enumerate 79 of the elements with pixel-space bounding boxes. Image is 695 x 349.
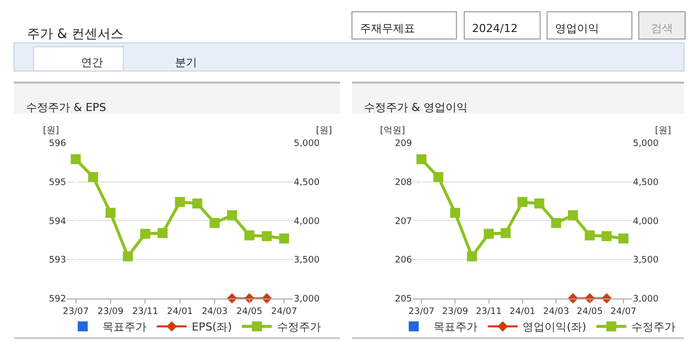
x-tick-label: 23/09 bbox=[442, 307, 468, 318]
point bbox=[262, 231, 272, 242]
text: 2024/12 bbox=[472, 22, 518, 35]
x-tick-label: 24/07 bbox=[271, 307, 298, 318]
y2-tick-label: 3,000 bbox=[294, 294, 320, 304]
point bbox=[140, 228, 150, 239]
y2-tick-label: 4,500 bbox=[632, 178, 659, 188]
point bbox=[551, 218, 562, 228]
x-tick-label: 23/07 bbox=[62, 307, 89, 318]
y2-tick-label: 5,000 bbox=[632, 139, 659, 150]
point bbox=[88, 172, 98, 182]
point bbox=[122, 251, 133, 262]
point bbox=[244, 230, 254, 240]
point bbox=[416, 154, 426, 164]
x-tick-label: 24/07 bbox=[610, 307, 636, 318]
y-tick-label: 592 bbox=[48, 294, 66, 304]
y-tick-label: 209 bbox=[394, 139, 412, 150]
y2-axis-title: [원] bbox=[655, 126, 672, 136]
point bbox=[534, 198, 544, 209]
y-tick-label: 595 bbox=[48, 178, 66, 188]
chart-title: 수정주가 & EPS bbox=[26, 101, 106, 114]
y-tick-label: 593 bbox=[48, 256, 66, 266]
point bbox=[568, 210, 578, 220]
point bbox=[517, 196, 528, 207]
y-tick-label: 207 bbox=[394, 216, 412, 227]
x-tick-label: 24/05 bbox=[236, 307, 262, 318]
text: 연간 bbox=[81, 56, 103, 69]
legend-label: 수정주가 bbox=[631, 320, 676, 334]
x-tick-label: 24/01 bbox=[509, 307, 536, 318]
point bbox=[210, 218, 220, 228]
point bbox=[174, 196, 185, 207]
y2-tick-label: 3,500 bbox=[294, 256, 320, 266]
point bbox=[192, 198, 202, 209]
point bbox=[484, 228, 494, 239]
legend-label: 수정주가 bbox=[276, 320, 321, 334]
x-tick-label: 24/03 bbox=[202, 307, 228, 318]
point bbox=[500, 228, 511, 238]
point bbox=[450, 208, 460, 218]
y-tick-label: 208 bbox=[394, 178, 412, 188]
y2-tick-label: 4,500 bbox=[294, 178, 320, 188]
x-tick-label: 23/11 bbox=[132, 307, 158, 318]
point bbox=[602, 231, 612, 242]
point bbox=[433, 172, 444, 182]
legend-label: 영업이익(좌) bbox=[522, 320, 586, 334]
y2-tick-label: 5,000 bbox=[294, 139, 320, 150]
y2-tick-label: 3,000 bbox=[632, 294, 659, 304]
legend-label: 목표주가 bbox=[102, 320, 147, 334]
y2-tick-label: 4,000 bbox=[294, 216, 320, 227]
point bbox=[618, 233, 628, 244]
x-tick-label: 23/11 bbox=[476, 307, 502, 318]
y-axis-title: [원] bbox=[43, 126, 60, 136]
point bbox=[70, 154, 81, 164]
y2-tick-label: 4,000 bbox=[632, 216, 659, 227]
text: 영업이익 bbox=[555, 22, 599, 35]
x-tick-label: 23/07 bbox=[408, 307, 434, 318]
y-tick-label: 596 bbox=[48, 139, 66, 150]
point bbox=[466, 251, 477, 262]
legend-label: 목표주가 bbox=[434, 320, 478, 334]
y-tick-label: 205 bbox=[394, 294, 412, 304]
x-tick-label: 24/01 bbox=[166, 307, 193, 318]
text: 주가 & 컨센서스 bbox=[27, 27, 124, 42]
point bbox=[105, 208, 116, 218]
y2-axis-title: [원] bbox=[316, 126, 332, 136]
point bbox=[227, 210, 238, 220]
text: 분기 bbox=[175, 56, 197, 69]
y-tick-label: 594 bbox=[48, 216, 66, 227]
chart-title: 수정주가 & 영업이익 bbox=[364, 101, 468, 114]
x-tick-label: 23/09 bbox=[98, 307, 124, 318]
point bbox=[158, 228, 168, 238]
text: 검색 bbox=[651, 22, 673, 35]
y-axis-title: [억원] bbox=[380, 126, 406, 136]
legend-label: EPS(좌) bbox=[192, 320, 232, 334]
y-tick-label: 206 bbox=[394, 256, 412, 266]
x-tick-label: 24/05 bbox=[576, 307, 603, 318]
point bbox=[584, 230, 595, 240]
text: 주재무제표 bbox=[360, 22, 415, 35]
x-tick-label: 24/03 bbox=[543, 307, 570, 318]
y2-tick-label: 3,500 bbox=[632, 256, 659, 266]
point bbox=[279, 233, 290, 244]
